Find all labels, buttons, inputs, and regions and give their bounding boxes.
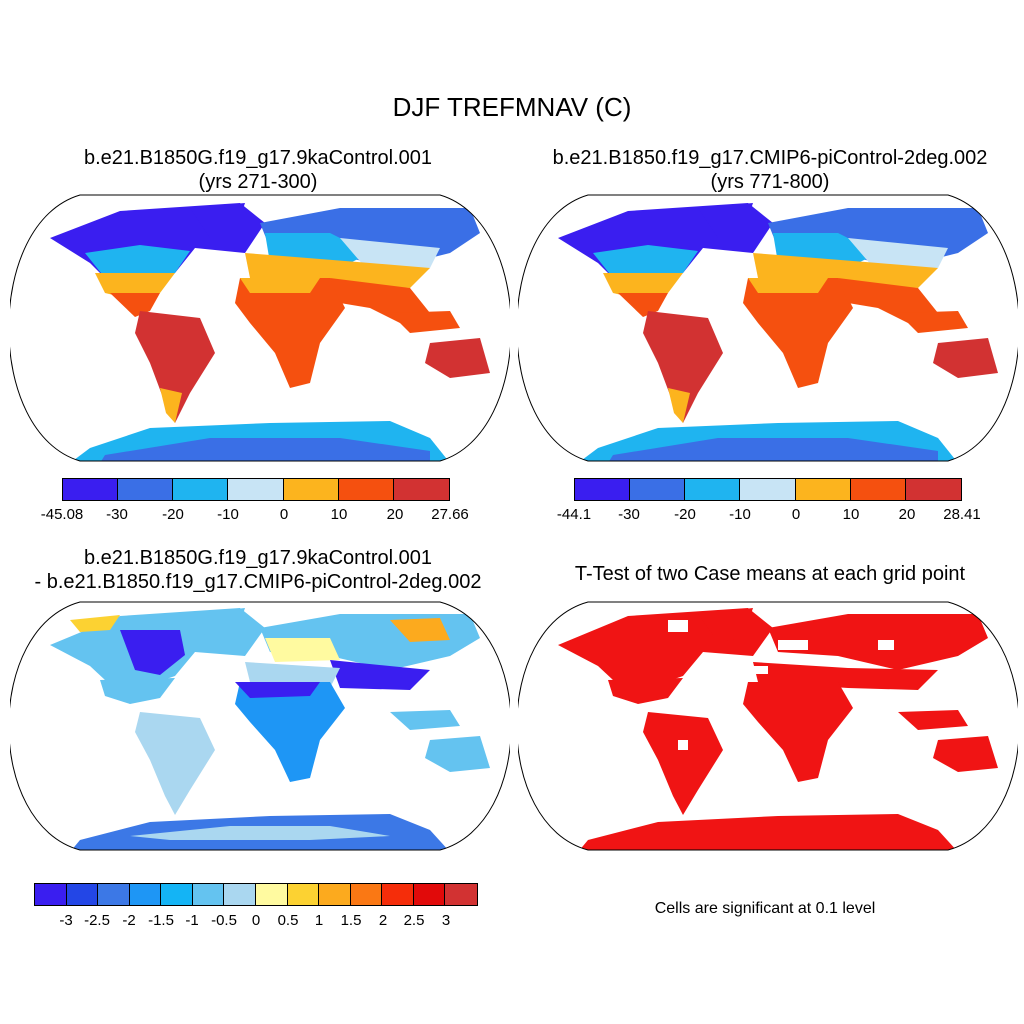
panel3-colorbar-swatch [129, 884, 162, 905]
colorbar-tick-label: 1.5 [340, 912, 362, 929]
panel1-colorbar-swatch [393, 479, 449, 500]
panel3-colorbar-swatch [287, 884, 320, 905]
panel1-title-line2: (yrs 271-300) [198, 171, 318, 193]
panel3-colorbar-swatch [382, 884, 414, 905]
panel3-colorbar-swatch [161, 884, 193, 905]
colorbar-tick-label: 20 [898, 506, 916, 523]
panel3-colorbar-swatch [224, 884, 256, 905]
panel2-colorbar-swatch [575, 479, 631, 500]
panel3-map [10, 601, 510, 851]
colorbar-tick-label: 0 [251, 912, 261, 929]
colorbar-tick-label: 20 [386, 506, 404, 523]
panel2-map [518, 194, 1018, 462]
panel3-colorbar-swatch [319, 884, 351, 905]
colorbar-tick-label: -44.1 [556, 506, 592, 523]
colorbar-tick-label: 2.5 [403, 912, 425, 929]
significance-note: Cells are significant at 0.1 level [654, 900, 876, 917]
panel2-title-line2: (yrs 771-800) [710, 171, 830, 193]
colorbar-tick-label: -2.5 [84, 912, 110, 929]
panel1-colorbar [62, 478, 450, 501]
colorbar-tick-label: 1 [314, 912, 324, 929]
colorbar-tick-label: -10 [729, 506, 751, 523]
colorbar-tick-label: -1 [185, 912, 199, 929]
panel3-colorbar-swatch [192, 884, 225, 905]
panel1-title-line1: b.e21.B1850G.f19_g17.9kaControl.001 [83, 147, 433, 169]
colorbar-tick-label: -2 [122, 912, 136, 929]
panel1-map [10, 194, 510, 462]
panel3-colorbar [34, 883, 478, 906]
panel3-colorbar-swatch [98, 884, 130, 905]
panel2-colorbar-swatch [685, 479, 741, 500]
panel1-colorbar-swatch [338, 479, 394, 500]
panel4-title: T-Test of two Case means at each grid po… [574, 563, 966, 585]
colorbar-tick-label: -0.5 [211, 912, 237, 929]
panel2-colorbar-swatch [630, 479, 686, 500]
colorbar-tick-label: -10 [217, 506, 239, 523]
colorbar-tick-label: 0 [791, 506, 801, 523]
colorbar-tick-label: 0 [279, 506, 289, 523]
panel3-colorbar-swatch [445, 884, 477, 905]
colorbar-tick-label: -3 [59, 912, 73, 929]
colorbar-tick-label: -45.08 [40, 506, 84, 523]
colorbar-tick-label: 27.66 [431, 506, 469, 523]
panel2-colorbar-swatch [850, 479, 906, 500]
colorbar-tick-label: -30 [618, 506, 640, 523]
panel3-colorbar-swatch [413, 884, 446, 905]
panel1-colorbar-swatch [283, 479, 339, 500]
panel3-colorbar-swatch [255, 884, 288, 905]
colorbar-tick-label: 3 [441, 912, 451, 929]
colorbar-tick-label: 28.41 [943, 506, 981, 523]
panel2-colorbar-swatch [795, 479, 851, 500]
panel2-colorbar-swatch [740, 479, 796, 500]
colorbar-tick-label: 10 [330, 506, 348, 523]
panel2-title-line1: b.e21.B1850.f19_g17.CMIP6-piControl-2deg… [552, 147, 988, 169]
panel2-colorbar [574, 478, 962, 501]
panel1-colorbar-swatch [173, 479, 229, 500]
panel3-colorbar-swatch [35, 884, 67, 905]
panel3-title-line1: b.e21.B1850G.f19_g17.9kaControl.001 [83, 547, 433, 569]
panel1-title: b.e21.B1850G.f19_g17.9kaControl.001 (yrs… [8, 146, 508, 194]
colorbar-tick-label: 10 [842, 506, 860, 523]
colorbar-tick-label: -1.5 [148, 912, 174, 929]
colorbar-tick-label: 0.5 [277, 912, 299, 929]
panel1-colorbar-swatch [118, 479, 174, 500]
panel1-colorbar-swatch [63, 479, 119, 500]
colorbar-tick-label: -30 [106, 506, 128, 523]
colorbar-tick-label: -20 [674, 506, 696, 523]
panel4-map [518, 601, 1018, 851]
panel3-colorbar-swatch [350, 884, 383, 905]
panel3-colorbar-swatch [66, 884, 99, 905]
colorbar-tick-label: -20 [162, 506, 184, 523]
panel3-title: b.e21.B1850G.f19_g17.9kaControl.001 - b.… [0, 546, 516, 594]
panel1-colorbar-swatch [228, 479, 284, 500]
figure-title: DJF TREFMNAV (C) [392, 92, 632, 122]
colorbar-tick-label: 2 [378, 912, 388, 929]
panel2-title: b.e21.B1850.f19_g17.CMIP6-piControl-2deg… [512, 146, 1024, 194]
panel3-title-line2: - b.e21.B1850.f19_g17.CMIP6-piControl-2d… [34, 571, 482, 593]
panel2-colorbar-swatch [905, 479, 961, 500]
